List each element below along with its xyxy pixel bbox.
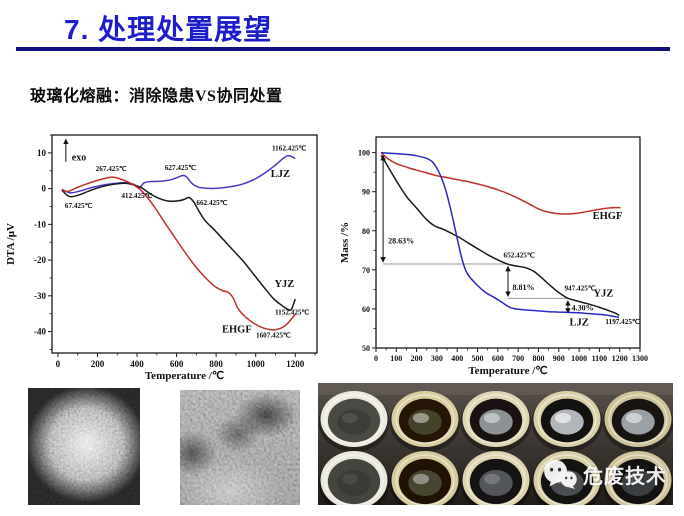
svg-text:1200: 1200 — [612, 354, 628, 363]
svg-text:627.425℃: 627.425℃ — [165, 164, 196, 172]
sem-micrograph-1 — [28, 388, 140, 505]
svg-text:900: 900 — [553, 354, 565, 363]
page-title: 7. 处理处置展望 — [64, 14, 273, 45]
svg-text:1197.425℃: 1197.425℃ — [605, 318, 640, 326]
dta-curve-chart: 0 200 400 600 800 1000 1200 10 0 -10 -20 -30 -40 Temp… — [2, 124, 348, 401]
sem-vignette-1 — [28, 388, 140, 505]
svg-text:EHGF: EHGF — [222, 325, 252, 336]
svg-text:-30: -30 — [34, 291, 46, 301]
svg-text:1162.425℃: 1162.425℃ — [272, 145, 307, 153]
slide-subtitle: 玻璃化熔融：消除隐患VS协同处置 — [30, 88, 283, 105]
svg-text:1607.425℃: 1607.425℃ — [256, 331, 291, 339]
svg-text:400: 400 — [130, 359, 144, 369]
svg-text:652.425℃: 652.425℃ — [504, 251, 535, 259]
svg-text:Mass /%: Mass /% — [339, 222, 351, 263]
svg-text:LJZ: LJZ — [569, 317, 588, 328]
wechat-icon — [544, 459, 577, 489]
svg-text:412.425℃: 412.425℃ — [121, 192, 152, 200]
crucible-photo-drawing — [318, 383, 673, 505]
svg-text:10: 10 — [37, 148, 47, 158]
svg-text:1200: 1200 — [286, 359, 305, 369]
svg-text:-20: -20 — [34, 255, 46, 265]
svg-text:DTA /μV: DTA /μV — [5, 223, 17, 265]
svg-text:Temperature /℃: Temperature /℃ — [145, 370, 224, 382]
svg-text:EHGF: EHGF — [593, 211, 623, 222]
crucible-melt-photo: 危废技术 — [318, 383, 673, 505]
svg-text:1152.425℃: 1152.425℃ — [275, 308, 310, 316]
watermark: 危废技术 — [542, 459, 667, 489]
svg-text:600: 600 — [492, 354, 504, 363]
svg-text:800: 800 — [532, 354, 544, 363]
svg-text:LJZ: LJZ — [271, 169, 290, 180]
svg-text:800: 800 — [209, 359, 223, 369]
svg-text:90: 90 — [362, 188, 370, 197]
svg-text:947.425℃: 947.425℃ — [564, 285, 595, 293]
svg-text:300: 300 — [431, 354, 443, 363]
svg-text:80: 80 — [362, 227, 370, 236]
svg-text:8.81%: 8.81% — [512, 283, 534, 292]
svg-text:0: 0 — [374, 354, 378, 363]
svg-text:-10: -10 — [34, 219, 46, 229]
svg-text:700: 700 — [512, 354, 524, 363]
svg-text:600: 600 — [170, 359, 184, 369]
svg-text:100: 100 — [358, 149, 370, 158]
svg-text:60: 60 — [362, 305, 370, 314]
svg-text:1000: 1000 — [247, 359, 266, 369]
sem-micrograph-2 — [180, 390, 300, 505]
svg-text:70: 70 — [362, 266, 370, 275]
svg-text:267.425℃: 267.425℃ — [96, 165, 127, 173]
svg-text:-40: -40 — [34, 327, 46, 337]
svg-text:67.425℃: 67.425℃ — [65, 202, 93, 210]
svg-text:1000: 1000 — [571, 354, 587, 363]
svg-text:662.425℃: 662.425℃ — [196, 199, 227, 207]
watermark-label: 危废技术 — [583, 465, 667, 488]
svg-text:400: 400 — [451, 354, 463, 363]
svg-text:YJZ: YJZ — [274, 279, 294, 290]
svg-text:100: 100 — [390, 354, 402, 363]
svg-text:YJZ: YJZ — [594, 288, 614, 299]
svg-text:200: 200 — [411, 354, 423, 363]
svg-text:1300: 1300 — [632, 354, 648, 363]
svg-text:Temperature /℃: Temperature /℃ — [468, 365, 547, 377]
svg-text:exo: exo — [72, 152, 86, 163]
svg-text:28.63%: 28.63% — [388, 236, 414, 245]
svg-text:0: 0 — [56, 359, 61, 369]
svg-text:200: 200 — [91, 359, 105, 369]
sem-vignette-2 — [180, 390, 300, 505]
title-underline — [16, 47, 670, 51]
svg-text:1100: 1100 — [592, 354, 608, 363]
svg-text:0: 0 — [42, 184, 47, 194]
svg-text:500: 500 — [472, 354, 484, 363]
svg-text:50: 50 — [362, 344, 370, 353]
tga-mass-loss-chart: 0 100 200 300 400 500 600 700 800 900 1000 1100 1200… — [336, 124, 684, 401]
svg-text:4.30%: 4.30% — [572, 303, 594, 312]
